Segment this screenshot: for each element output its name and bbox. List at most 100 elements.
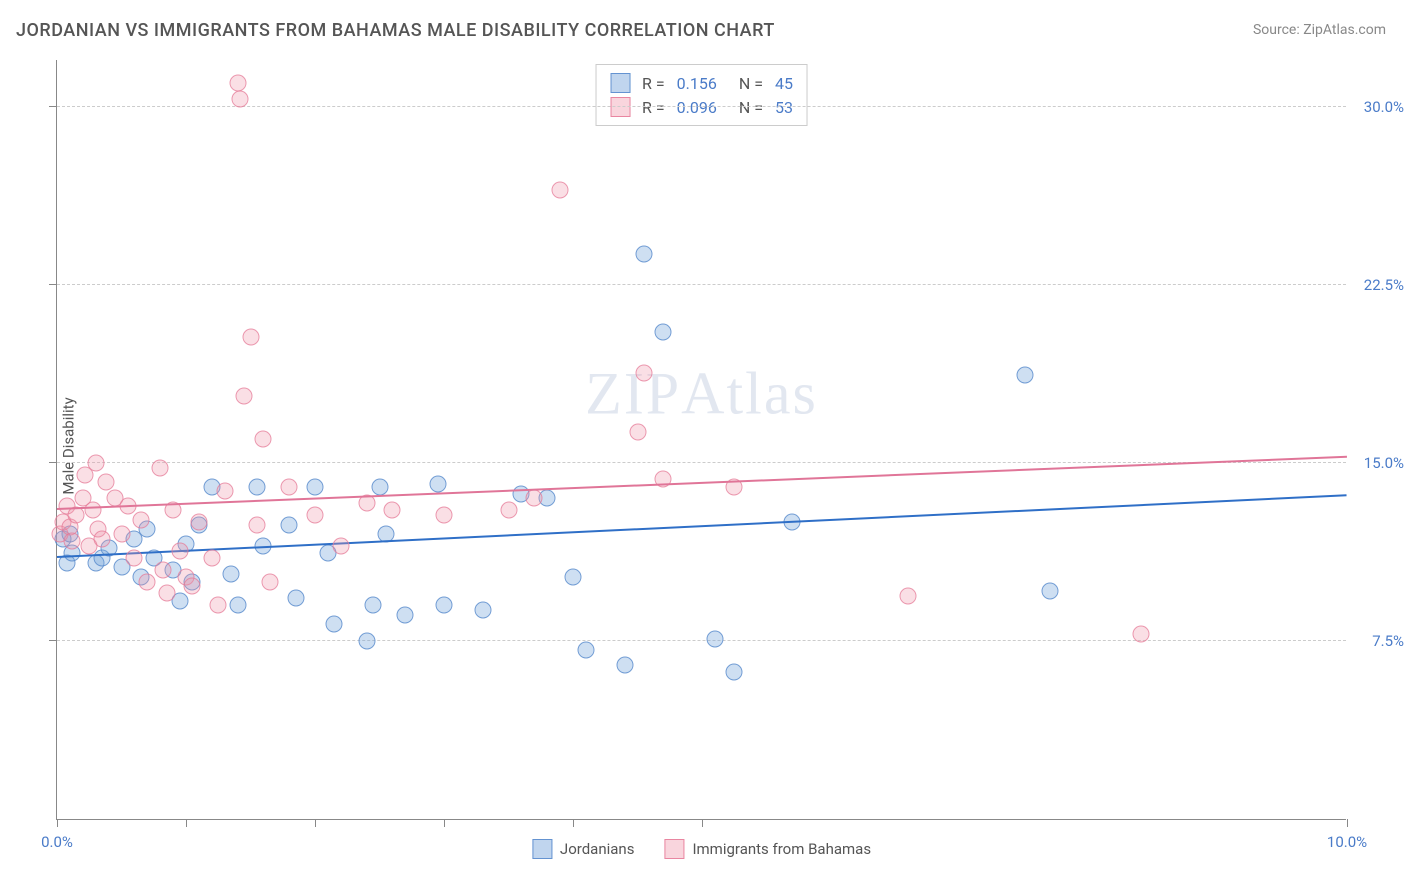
r-value-pink: 0.096	[677, 98, 717, 117]
legend-series: Jordanians Immigrants from Bahamas	[532, 839, 871, 859]
n-value-blue: 45	[775, 74, 793, 93]
n-label: N =	[739, 98, 763, 117]
x-tick-label: 0.0%	[41, 833, 73, 851]
scatter-point-bahamas	[94, 530, 111, 547]
scatter-point-jordanians	[635, 245, 652, 262]
scatter-point-jordanians	[248, 478, 265, 495]
x-tick	[444, 819, 445, 827]
r-label: R =	[642, 98, 665, 117]
scatter-point-bahamas	[190, 514, 207, 531]
legend-label-jordanians: Jordanians	[560, 840, 635, 858]
scatter-point-bahamas	[500, 502, 517, 519]
scatter-point-bahamas	[526, 490, 543, 507]
y-tick-label: 15.0%	[1364, 454, 1404, 472]
scatter-point-jordanians	[616, 656, 633, 673]
scatter-point-jordanians	[565, 568, 582, 585]
scatter-point-bahamas	[132, 511, 149, 528]
scatter-point-bahamas	[113, 526, 130, 543]
y-tick-label: 7.5%	[1372, 632, 1404, 650]
scatter-point-jordanians	[287, 590, 304, 607]
x-tick	[186, 819, 187, 827]
scatter-point-bahamas	[139, 573, 156, 590]
scatter-point-bahamas	[171, 542, 188, 559]
scatter-point-bahamas	[184, 578, 201, 595]
scatter-point-bahamas	[255, 431, 272, 448]
plot-area: ZIPAtlas R = 0.156 N = 45 R = 0.096 N = …	[56, 60, 1346, 820]
legend-item-bahamas: Immigrants from Bahamas	[664, 839, 871, 859]
x-tick	[1347, 819, 1348, 827]
y-tick-label: 22.5%	[1364, 276, 1404, 294]
scatter-point-bahamas	[87, 454, 104, 471]
source-attribution: Source: ZipAtlas.com	[1253, 22, 1386, 38]
scatter-point-bahamas	[216, 483, 233, 500]
scatter-point-bahamas	[1132, 625, 1149, 642]
x-tick	[57, 819, 58, 827]
x-tick	[702, 819, 703, 827]
scatter-point-jordanians	[365, 597, 382, 614]
scatter-point-jordanians	[358, 632, 375, 649]
scatter-point-jordanians	[726, 663, 743, 680]
scatter-point-bahamas	[203, 549, 220, 566]
legend-correlation: R = 0.156 N = 45 R = 0.096 N = 53	[595, 64, 808, 126]
scatter-point-bahamas	[236, 388, 253, 405]
scatter-point-jordanians	[307, 478, 324, 495]
y-tick	[49, 640, 57, 641]
scatter-point-bahamas	[552, 181, 569, 198]
scatter-point-bahamas	[158, 585, 175, 602]
scatter-point-bahamas	[98, 473, 115, 490]
watermark-prefix: ZIP	[585, 360, 681, 426]
legend-label-bahamas: Immigrants from Bahamas	[692, 840, 871, 858]
scatter-point-jordanians	[281, 516, 298, 533]
scatter-point-bahamas	[900, 587, 917, 604]
swatch-pink	[664, 839, 684, 859]
scatter-point-bahamas	[332, 537, 349, 554]
scatter-point-jordanians	[326, 616, 343, 633]
scatter-point-bahamas	[229, 74, 246, 91]
scatter-point-bahamas	[210, 597, 227, 614]
gridline	[57, 106, 1346, 107]
scatter-point-jordanians	[223, 566, 240, 583]
scatter-point-bahamas	[232, 91, 249, 108]
scatter-point-bahamas	[261, 573, 278, 590]
scatter-point-bahamas	[384, 502, 401, 519]
r-value-blue: 0.156	[677, 74, 717, 93]
scatter-point-jordanians	[1016, 366, 1033, 383]
scatter-point-bahamas	[85, 502, 102, 519]
scatter-point-jordanians	[397, 606, 414, 623]
scatter-point-bahamas	[629, 423, 646, 440]
x-tick	[573, 819, 574, 827]
legend-row-blue: R = 0.156 N = 45	[610, 71, 793, 95]
gridline	[57, 284, 1346, 285]
n-label: N =	[739, 74, 763, 93]
scatter-point-jordanians	[429, 476, 446, 493]
scatter-point-bahamas	[307, 507, 324, 524]
scatter-point-bahamas	[248, 516, 265, 533]
swatch-blue	[610, 73, 630, 93]
swatch-blue	[532, 839, 552, 859]
legend-item-jordanians: Jordanians	[532, 839, 635, 859]
scatter-point-bahamas	[242, 328, 259, 345]
x-tick-label: 10.0%	[1327, 833, 1367, 851]
swatch-pink	[610, 97, 630, 117]
y-tick	[49, 284, 57, 285]
scatter-point-bahamas	[126, 549, 143, 566]
chart-container: JORDANIAN VS IMMIGRANTS FROM BAHAMAS MAL…	[0, 0, 1406, 892]
scatter-point-bahamas	[436, 507, 453, 524]
n-value-pink: 53	[775, 98, 793, 117]
gridline	[57, 640, 1346, 641]
y-tick	[49, 462, 57, 463]
scatter-point-jordanians	[577, 642, 594, 659]
legend-row-pink: R = 0.096 N = 53	[610, 95, 793, 119]
scatter-point-bahamas	[152, 459, 169, 476]
scatter-point-jordanians	[655, 324, 672, 341]
watermark-suffix: Atlas	[681, 360, 818, 426]
scatter-point-jordanians	[474, 602, 491, 619]
chart-title: JORDANIAN VS IMMIGRANTS FROM BAHAMAS MAL…	[16, 20, 775, 41]
scatter-point-bahamas	[635, 364, 652, 381]
scatter-point-bahamas	[281, 478, 298, 495]
y-tick-label: 30.0%	[1364, 98, 1404, 116]
scatter-point-bahamas	[64, 533, 81, 550]
x-tick	[315, 819, 316, 827]
scatter-point-jordanians	[229, 597, 246, 614]
scatter-point-jordanians	[436, 597, 453, 614]
